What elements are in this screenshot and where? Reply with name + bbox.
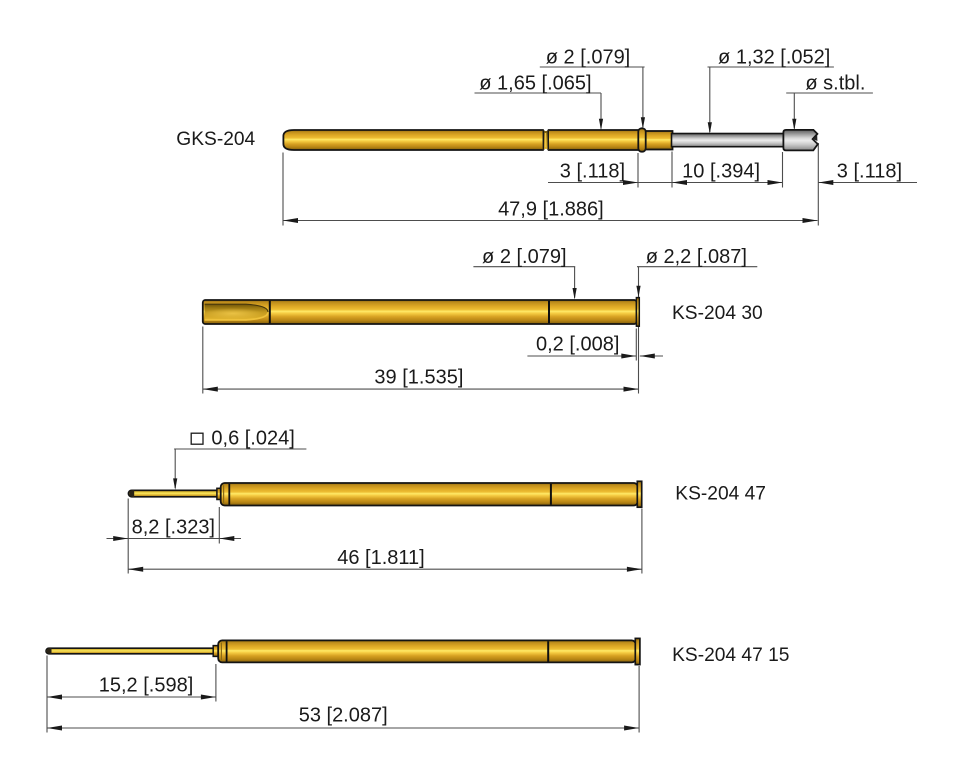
svg-text:ø 2 [.079]: ø 2 [.079] [546,47,631,69]
svg-text:0,6 [.024]: 0,6 [.024] [211,428,294,450]
svg-text:ø 2 [.079]: ø 2 [.079] [482,246,567,268]
svg-text:0,2 [.008]: 0,2 [.008] [536,334,619,356]
svg-text:KS-204 30: KS-204 30 [672,303,763,324]
svg-text:53 [2.087]: 53 [2.087] [299,705,388,727]
svg-text:GKS-204: GKS-204 [176,129,255,150]
svg-text:47,9 [1.886]: 47,9 [1.886] [498,199,604,221]
svg-text:39 [1.535]: 39 [1.535] [374,367,463,389]
svg-text:46 [1.811]: 46 [1.811] [337,547,424,569]
svg-text:ø 1,65 [.065]: ø 1,65 [.065] [479,73,591,95]
svg-text:KS-204 47: KS-204 47 [675,483,766,504]
svg-text:15,2 [.598]: 15,2 [.598] [99,675,194,697]
svg-text:8,2 [.323]: 8,2 [.323] [132,517,215,539]
svg-text:ø s.tbl.: ø s.tbl. [805,73,865,95]
svg-text:ø 1,32 [.052]: ø 1,32 [.052] [718,47,830,69]
svg-text:10 [.394]: 10 [.394] [682,161,760,183]
svg-text:3 [.118]: 3 [.118] [560,161,625,183]
svg-text:ø 2,2 [.087]: ø 2,2 [.087] [646,246,747,268]
svg-text:KS-204 47 15: KS-204 47 15 [672,645,789,666]
svg-text:3 [.118]: 3 [.118] [837,161,902,183]
